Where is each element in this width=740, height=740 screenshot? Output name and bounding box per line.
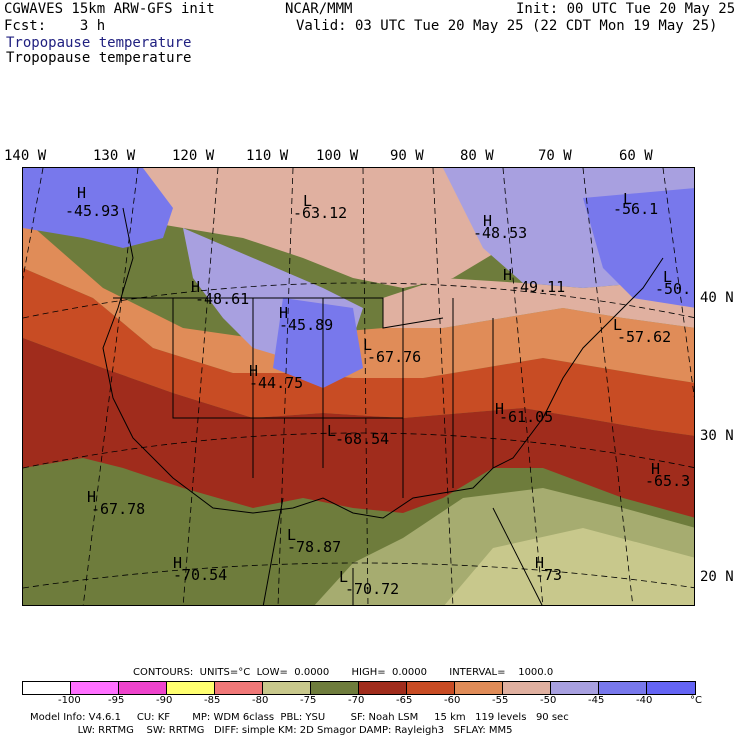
colorbar-label: -85 [204, 695, 221, 706]
extremum-marker: L -56.1 [613, 190, 659, 218]
colorbar-swatch [407, 682, 455, 694]
extremum-marker: L -70.72 [339, 568, 400, 598]
colorbar-swatch [215, 682, 263, 694]
colorbar-swatch [167, 682, 215, 694]
longitude-label: 60 W [619, 148, 653, 164]
longitude-label: 140 W [4, 148, 47, 164]
field-title-2: Tropopause temperature [6, 50, 192, 66]
colorbar-swatch [71, 682, 119, 694]
colorbar-label: -45 [588, 695, 605, 706]
extremum-marker: L -57.62 [613, 316, 672, 346]
contour-info: CONTOURS: UNITS=°C LOW= 0.0000 HIGH= 0.0… [133, 667, 554, 678]
extremum-marker: H -44.75 [249, 362, 304, 392]
colorbar-swatch [551, 682, 599, 694]
colorbar-swatch [119, 682, 167, 694]
colorbar-label: -40 [636, 695, 653, 706]
longitude-label: 80 W [460, 148, 494, 164]
extremum-marker: L -68.54 [327, 422, 390, 448]
extremum-marker: H -45.93 [65, 184, 120, 220]
model-info-line-2: LW: RRTMG SW: RRTMG DIFF: simple KM: 2D … [30, 725, 513, 736]
colorbar-label: -60 [444, 695, 461, 706]
colorbar-swatch [503, 682, 551, 694]
colorbar-label: -75 [300, 695, 317, 706]
longitude-label: 110 W [246, 148, 289, 164]
longitude-label: 70 W [538, 148, 572, 164]
org-label: NCAR/MMM [285, 1, 353, 17]
extremum-marker: H -67.78 [87, 488, 146, 518]
colorbar-swatch [455, 682, 503, 694]
extremum-marker: H -73 [535, 554, 563, 584]
colorbar-swatch [647, 682, 695, 694]
colorbar-label: -70 [348, 695, 365, 706]
colorbar-swatch [599, 682, 647, 694]
extremum-marker: H -65.3 [645, 460, 691, 490]
init-time: Init: 00 UTC Tue 20 May 25 [516, 1, 736, 17]
extremum-marker: L -67.76 [363, 336, 422, 366]
colorbar-label: -55 [492, 695, 509, 706]
colorbar-swatch [263, 682, 311, 694]
latitude-label: 20 N [700, 569, 734, 585]
latitude-label: 40 N [700, 290, 734, 306]
longitude-label: 130 W [93, 148, 136, 164]
extremum-marker: L -50. [655, 268, 692, 298]
tropopause-temperature-map: H -45.93 L -63.12 H -48.53 L -56.1 H -48.61 H… [22, 167, 695, 606]
colorbar-swatch [359, 682, 407, 694]
model-title: CGWAVES 15km ARW-GFS init [4, 1, 215, 17]
field-title-1: Tropopause temperature [6, 35, 192, 51]
longitude-label: 120 W [172, 148, 215, 164]
longitude-label: 100 W [316, 148, 359, 164]
extremum-marker: H -45.89 [279, 304, 334, 334]
extremum-marker: H -49.11 [503, 266, 566, 296]
colorbar-unit: °C [690, 695, 702, 706]
extremum-marker: L -78.87 [287, 526, 342, 556]
colorbar-label: -50 [540, 695, 557, 706]
latitude-label: 30 N [700, 428, 734, 444]
model-info-line-1: Model Info: V4.6.1 CU: KF MP: WDM 6class… [30, 712, 569, 723]
extremum-marker: H -70.54 [173, 554, 228, 584]
longitude-label: 90 W [390, 148, 424, 164]
colorbar-label: -65 [396, 695, 413, 706]
colorbar-label: -80 [252, 695, 269, 706]
colorbar-label: -95 [108, 695, 125, 706]
forecast-hour: Fcst: 3 h [4, 18, 106, 34]
colorbar-swatch [311, 682, 359, 694]
colorbar-label: -90 [156, 695, 173, 706]
colorbar [22, 681, 696, 695]
extremum-marker: H -61.05 [495, 400, 554, 426]
colorbar-swatch [23, 682, 71, 694]
extremum-marker: H -48.61 [191, 278, 250, 308]
colorbar-label: -100 [58, 695, 81, 706]
extremum-marker: L -63.12 [293, 192, 348, 222]
valid-time: Valid: 03 UTC Tue 20 May 25 (22 CDT Mon … [296, 18, 718, 34]
map-canvas [23, 168, 694, 605]
extremum-marker: H -48.53 [473, 212, 528, 242]
